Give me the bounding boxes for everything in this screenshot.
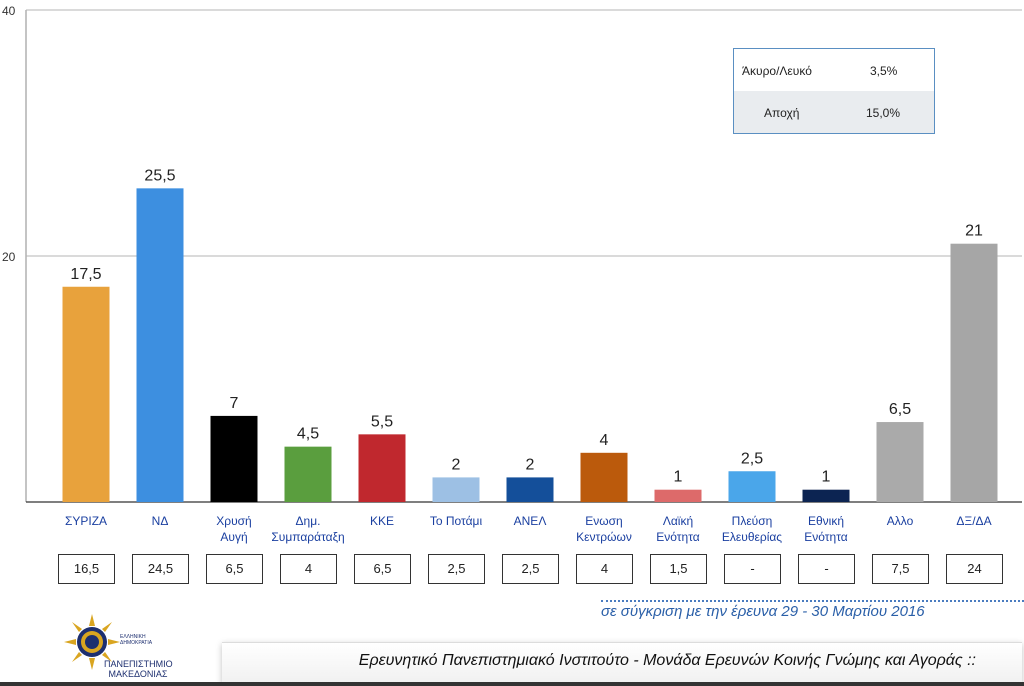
category-label: Το Ποτάμι [430,514,483,528]
sun-emblem-icon [64,614,120,670]
y-tick-label: 20 [2,250,16,264]
bar [654,489,702,502]
bar [580,452,628,502]
bar [210,415,258,502]
bar-value-label: 21 [965,223,983,240]
category-label: Εθνική Ενότητα [804,514,847,544]
bar [432,477,480,502]
category-label: ΚΚΕ [370,514,394,528]
bar-value-label: 4,5 [297,426,319,443]
abstention-value: 15,0% [866,106,901,120]
category-labels: ΣΥΡΙΖΑ ΝΔ Χρυσή Αυγή Δημ. Συμπαράταξη ΚΚΕ Το Πο… [65,514,992,544]
previous-value-box: 7,5 [872,554,929,584]
previous-value-box: 4 [280,554,337,584]
logo-name: ΠΑΝΕΠΙΣΤΗΜΙΟ ΜΑΚΕΔΟΝΙΑΣ [104,659,173,679]
bar-value-label: 1 [822,469,831,486]
bar-value-label: 4 [600,432,609,449]
university-logo: ΕΛΛΗΝΙΚΗ ΔΗΜΟΚΡΑΤΙΑ ΠΑΝΕΠΙΣΤΗΜΙΟ ΜΑΚΕΔΟΝ… [62,612,202,686]
category-label: Χρυσή Αυγή [216,514,251,544]
category-label: Λαϊκή Ενότητα [656,514,699,544]
bar [284,446,332,502]
bar-value-label: 1 [674,469,683,486]
abstention-label: Αποχή [764,106,800,120]
logo-small-line-2: ΔΗΜΟΚΡΑΤΙΑ [120,640,153,646]
previous-value-box: 2,5 [502,554,559,584]
previous-value-box: 4 [576,554,633,584]
footer-text: Ερευνητικό Πανεπιστημιακό Ινστιτούτο - Μ… [358,652,976,669]
category-label: ΣΥΡΙΖΑ [65,514,107,528]
logo-name-line-2: ΜΑΚΕΔΟΝΙΑΣ [108,669,168,679]
bar [802,489,850,502]
bar-value-label: 17,5 [70,266,101,283]
comparison-note: σε σύγκριση με την έρευνα 29 - 30 Μαρτίο… [601,603,925,620]
previous-value-box: 6,5 [206,554,263,584]
value-labels: 17,5 25,5 7 4,5 5,5 2 2 4 1 2,5 1 6,5 21 [70,167,983,485]
category-label: Δημ. Συμπαράταξη [271,514,344,544]
summary-row-invalid: Άκυρο/Λευκό 3,5% [734,49,934,92]
bar-value-label: 2,5 [741,450,763,467]
category-label: ΝΔ [152,514,169,528]
bar [136,188,184,502]
bar-value-label: 25,5 [144,167,175,184]
bar-value-label: 5,5 [371,413,393,430]
bar [62,286,110,502]
category-label: ΑΝΕΛ [514,514,547,528]
previous-value-box: - [798,554,855,584]
bar [950,243,998,502]
previous-value-box: 2,5 [428,554,485,584]
previous-value-box: 24,5 [132,554,189,584]
invalid-label: Άκυρο/Λευκό [742,64,812,78]
bar-value-label: 7 [230,395,239,412]
bar-value-label: 6,5 [889,401,911,418]
category-label: Ενωση Κεντρώων [576,514,632,544]
y-tick-label: 40 [2,4,16,18]
bar [358,434,406,502]
logo-small-line-1: ΕΛΛΗΝΙΚΗ [120,634,146,640]
logo-name-line-1: ΠΑΝΕΠΙΣΤΗΜΙΟ [104,659,173,669]
bar-series [62,188,998,502]
previous-value-box: 24 [946,554,1003,584]
category-label: ΔΞ/ΔΑ [956,514,991,528]
logo-small-text: ΕΛΛΗΝΙΚΗ ΔΗΜΟΚΡΑΤΙΑ [120,634,160,646]
bar-value-label: 2 [526,456,535,473]
previous-value-box: 16,5 [58,554,115,584]
comparison-divider [601,600,1024,602]
previous-value-box: 1,5 [650,554,707,584]
previous-value-box: - [724,554,781,584]
summary-table: Άκυρο/Λευκό 3,5% Αποχή 15,0% [733,48,935,134]
invalid-value: 3,5% [870,64,898,78]
grid-lines [25,9,1022,503]
category-label: Αλλο [887,514,914,528]
bottom-rule [0,682,1024,686]
bar [876,422,924,502]
category-label: Πλεύση Ελευθερίας [722,514,782,544]
summary-row-abstention: Αποχή 15,0% [734,91,934,133]
bar-value-label: 2 [452,456,461,473]
previous-value-box: 6,5 [354,554,411,584]
footer-bar: Ερευνητικό Πανεπιστημιακό Ινστιτούτο - Μ… [222,642,1022,683]
bar [728,471,776,502]
bar [506,477,554,502]
